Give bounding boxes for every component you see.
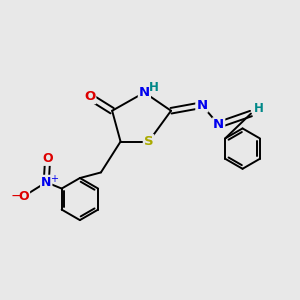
Text: +: + [50,174,58,184]
Text: O: O [19,190,29,203]
Text: N: N [196,99,207,112]
Text: S: S [144,135,153,148]
Text: O: O [84,90,95,103]
Text: −: − [10,189,22,203]
Text: H: H [148,81,158,94]
Text: N: N [139,86,150,99]
Text: O: O [42,152,53,165]
Text: H: H [254,102,264,115]
Text: N: N [41,176,51,189]
Text: N: N [213,118,224,131]
